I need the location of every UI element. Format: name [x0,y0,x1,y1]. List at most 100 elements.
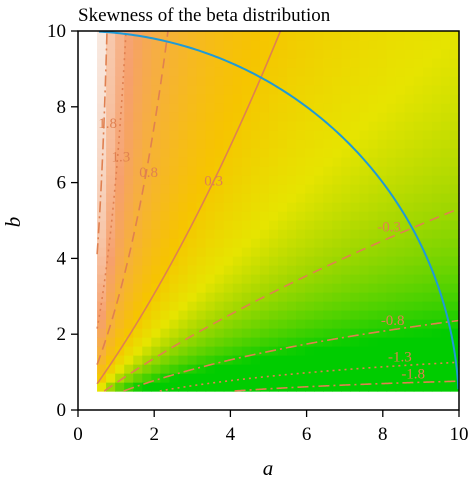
heatmap-cell [449,193,460,203]
heatmap-cell [440,346,451,356]
heatmap-cell [386,310,397,320]
heatmap-cell [305,130,315,140]
heatmap-cell [196,148,207,158]
heatmap-cell [196,193,207,203]
heatmap-cell [232,49,243,59]
heatmap-cell [323,319,333,329]
heatmap-cell [160,364,171,374]
heatmap-cell [287,184,297,194]
heatmap-cell [341,58,352,68]
heatmap-cell [368,49,379,59]
heatmap-cell [268,328,279,338]
heatmap-cell [106,58,116,68]
heatmap-cell [97,328,107,338]
heatmap-cell [377,130,388,140]
heatmap-cell [377,265,388,275]
heatmap-cell [314,121,324,131]
heatmap-cell [341,256,352,266]
heatmap-cell [404,364,415,374]
heatmap-cell [223,139,234,149]
heatmap-cell [223,166,234,176]
heatmap-cell [305,49,315,59]
heatmap-cell [259,175,270,185]
heatmap-cell [278,238,288,248]
heatmap-cell [97,301,107,311]
heatmap-cell [449,319,460,329]
heatmap-cell [449,211,460,221]
heatmap-cell [259,328,270,338]
heatmap-cell [431,31,442,41]
heatmap-cell [341,247,352,257]
heatmap-cell [205,139,216,149]
heatmap-cell [205,373,216,383]
heatmap-cell [214,310,225,320]
heatmap-cell [214,193,225,203]
heatmap-cell [169,85,180,95]
heatmap-cell [359,229,370,239]
heatmap-cell [305,337,315,347]
heatmap-cell [142,319,152,329]
heatmap-cell [268,67,279,77]
heatmap-cell [178,94,189,104]
heatmap-cell [214,301,225,311]
heatmap-cell [169,355,180,365]
chart-title: Skewness of the beta distribution [78,5,331,26]
contour-label: 0.3 [204,173,223,189]
heatmap-cell [386,76,397,86]
heatmap-cell [142,31,152,41]
heatmap-cell [241,76,252,86]
heatmap-cell [296,247,306,257]
heatmap-cell [395,40,406,50]
heatmap-cell [124,373,134,383]
heatmap-cell [259,139,270,149]
heatmap-cell [440,94,451,104]
heatmap-cell [259,238,270,248]
heatmap-cell [449,103,460,113]
heatmap-cell [106,103,116,113]
heatmap-cell [296,337,306,347]
heatmap-cell [142,103,152,113]
heatmap-cell [278,31,288,41]
heatmap-cell [350,94,361,104]
heatmap-cell [350,337,361,347]
heatmap-cell [422,346,433,356]
heatmap-cell [350,85,361,95]
heatmap-cell [440,67,451,77]
heatmap-cell [296,76,306,86]
heatmap-cell [196,292,207,302]
heatmap-cell [250,364,261,374]
heatmap-cell [250,175,261,185]
heatmap-cell [422,67,433,77]
heatmap-cell [214,148,225,158]
heatmap-cell [431,292,442,302]
heatmap-cell [241,130,252,140]
heatmap-cell [359,85,370,95]
heatmap-cell [296,265,306,275]
heatmap-cell [259,58,270,68]
heatmap-cell [232,211,243,221]
heatmap-cell [377,346,388,356]
heatmap-cell [106,211,116,221]
heatmap-cell [133,94,143,104]
heatmap-cell [223,292,234,302]
heatmap-cell [296,58,306,68]
heatmap-cell [431,283,442,293]
heatmap-cell [278,220,288,230]
heatmap-cell [350,40,361,50]
heatmap-cell [449,337,460,347]
heatmap-cell [359,355,370,365]
heatmap-cell [341,175,352,185]
heatmap-cell [440,31,451,41]
heatmap-cell [422,166,433,176]
heatmap-cell [133,328,143,338]
heatmap-cell [296,40,306,50]
heatmap-cell [350,157,361,167]
heatmap-cell [287,58,297,68]
contour-label: -1.3 [388,349,412,365]
heatmap-cell [196,103,207,113]
heatmap-cell [341,94,352,104]
heatmap-cell [332,283,342,293]
heatmap-cell [404,301,415,311]
heatmap-cell [205,319,216,329]
heatmap-cell [169,130,180,140]
